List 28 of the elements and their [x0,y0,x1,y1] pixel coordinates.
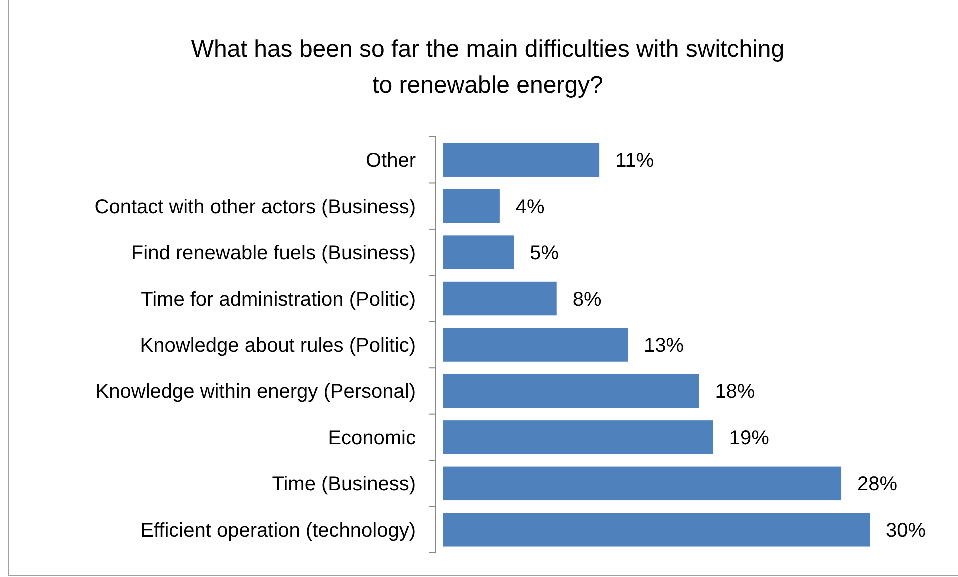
y-tick-label: Find renewable fuels (Business) [131,242,416,265]
y-tick-label: Knowledge about rules (Politic) [140,335,416,357]
data-label: 19% [729,427,770,450]
data-label: 5% [530,242,560,265]
chart-title: What has been so far the main difficulties with switching to renewable energy? [191,36,785,99]
y-tick-label: Time (Business) [272,474,416,496]
bar [443,236,514,270]
bar [443,420,714,454]
bar [443,143,600,177]
data-label: 11% [616,150,654,172]
data-label: 8% [572,288,602,311]
y-tick-label: Contact with other actors (Business) [94,196,416,218]
data-label: 28% [858,474,898,496]
y-tick-label: Time for administration (Politic) [141,288,416,311]
bar [443,189,500,224]
bar [443,513,870,547]
y-tick-label: Knowledge within energy (Personal) [96,381,416,404]
bar [443,328,628,362]
bar [443,374,700,408]
data-label: 30% [886,520,926,542]
y-tick-label: Economic [328,427,416,450]
data-label: 13% [644,335,684,357]
y-tick-label: Efficient operation (technology) [140,520,416,542]
data-label: 4% [516,196,546,218]
y-tick-label: Other [366,150,416,172]
data-label: 18% [715,381,756,404]
bar [443,466,842,501]
bar [443,282,557,316]
